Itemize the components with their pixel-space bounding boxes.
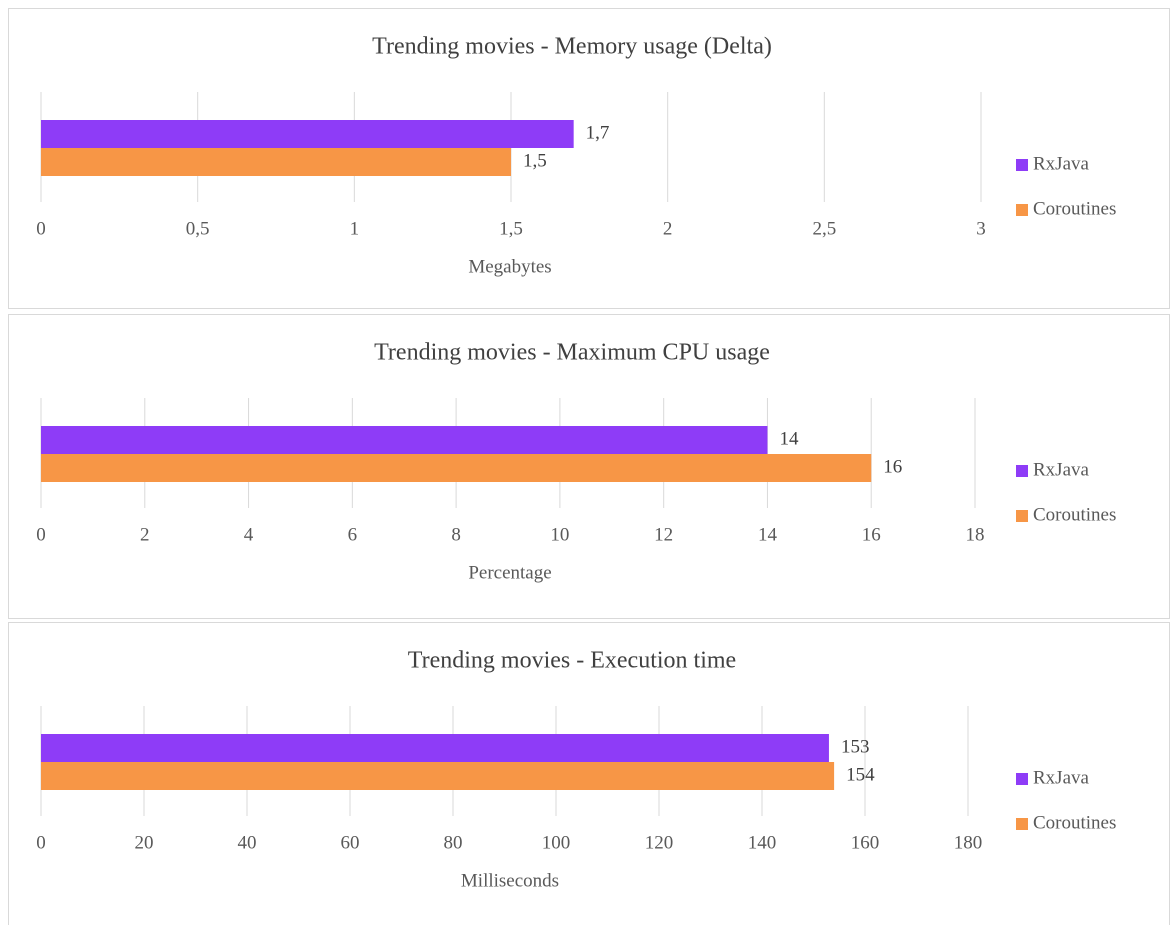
chart-panel: Trending movies - Maximum CPU usage 0 2 4 6 8…	[8, 314, 1170, 619]
x-axis-title: Percentage	[468, 562, 551, 583]
legend-label: Coroutines	[1033, 198, 1116, 219]
x-tick-label: 18	[966, 524, 985, 545]
x-tick-label: 160	[851, 832, 880, 853]
legend-label: RxJava	[1033, 459, 1090, 480]
chart-panel: Trending movies - Execution time 0 20 40 60 8…	[8, 622, 1170, 925]
bar	[41, 454, 872, 482]
x-tick-label: 60	[341, 832, 360, 853]
legend-swatch	[1016, 465, 1028, 477]
legend-label: RxJava	[1033, 153, 1090, 174]
chart-title: Trending movies - Maximum CPU usage	[374, 340, 770, 366]
x-tick-label: 1	[350, 218, 360, 239]
chart-title: Trending movies - Execution time	[408, 648, 736, 674]
bar	[41, 734, 829, 762]
bar	[41, 762, 835, 790]
legend-label: RxJava	[1033, 767, 1090, 788]
legend-label: Coroutines	[1033, 504, 1116, 525]
chart-title: Trending movies - Memory usage (Delta)	[372, 34, 772, 60]
legend-swatch	[1016, 510, 1028, 522]
data-label: 16	[883, 456, 902, 477]
x-tick-label: 140	[748, 832, 777, 853]
x-tick-label: 100	[542, 832, 571, 853]
x-tick-label: 2	[140, 524, 150, 545]
chart-panel: Trending movies - Memory usage (Delta) 0 0…	[8, 8, 1170, 309]
x-tick-label: 1,5	[499, 218, 523, 239]
x-tick-label: 3	[976, 218, 986, 239]
data-label: 1,5	[523, 150, 547, 171]
x-axis-title: Megabytes	[468, 256, 551, 277]
x-tick-label: 4	[244, 524, 254, 545]
x-tick-label: 14	[758, 524, 778, 545]
legend-swatch	[1016, 204, 1028, 216]
legend-swatch	[1016, 773, 1028, 785]
data-label: 153	[841, 736, 870, 757]
bar	[41, 120, 574, 148]
data-label: 1,7	[586, 122, 610, 143]
x-tick-label: 2	[663, 218, 673, 239]
x-tick-label: 180	[954, 832, 983, 853]
x-axis-title: Milliseconds	[461, 870, 559, 891]
legend-swatch	[1016, 159, 1028, 171]
bar	[41, 426, 768, 454]
x-tick-label: 0,5	[186, 218, 210, 239]
x-tick-label: 12	[654, 524, 673, 545]
data-label: 154	[846, 764, 875, 785]
x-tick-label: 2,5	[812, 218, 836, 239]
x-tick-label: 10	[550, 524, 569, 545]
bar	[41, 148, 511, 176]
x-tick-label: 80	[444, 832, 463, 853]
x-tick-label: 40	[238, 832, 257, 853]
x-tick-label: 20	[135, 832, 154, 853]
x-tick-label: 6	[348, 524, 358, 545]
x-tick-label: 0	[36, 832, 46, 853]
legend-swatch	[1016, 818, 1028, 830]
data-label: 14	[779, 428, 799, 449]
legend-label: Coroutines	[1033, 812, 1116, 833]
x-tick-label: 16	[862, 524, 881, 545]
x-tick-label: 0	[36, 524, 46, 545]
x-tick-label: 120	[645, 832, 674, 853]
x-tick-label: 0	[36, 218, 46, 239]
x-tick-label: 8	[451, 524, 461, 545]
